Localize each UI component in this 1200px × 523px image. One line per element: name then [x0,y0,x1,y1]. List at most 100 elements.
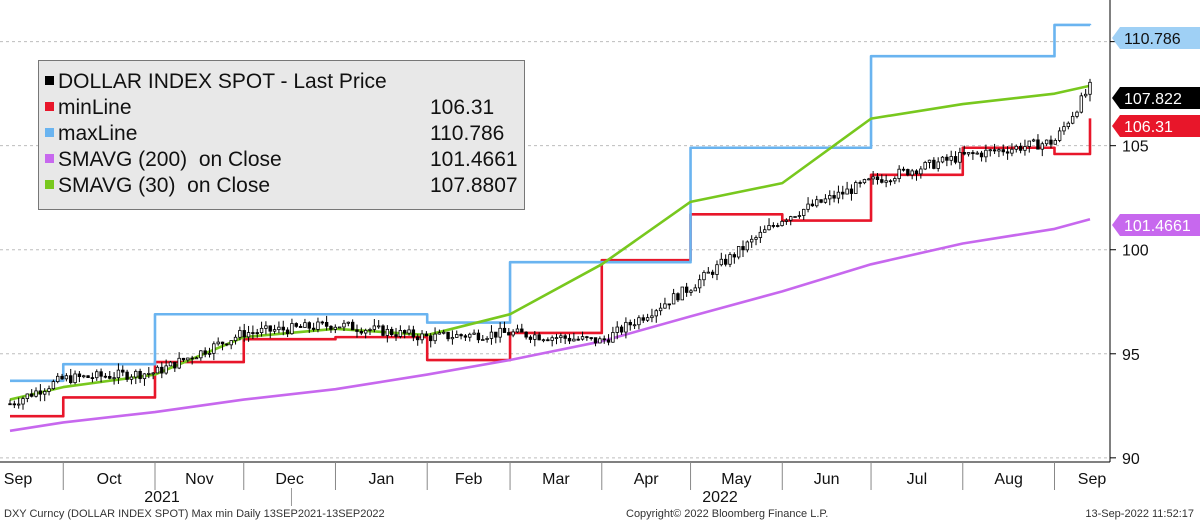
candle-body [294,323,298,327]
candle-body [194,357,199,360]
candle-body [524,331,528,338]
candle-body [1083,93,1088,97]
candle-body [229,340,233,346]
candle-body [975,152,979,155]
candle-body [207,352,212,355]
legend-label: maxLine [58,122,138,145]
candle-body [25,393,30,399]
candle-body [51,381,56,390]
candle-body [776,225,780,227]
candle-body [442,331,446,334]
candle-body [368,329,372,331]
candle-body [936,161,940,169]
candle-body [511,331,515,336]
candle-body [862,179,867,184]
legend-swatch-minline [45,101,54,111]
candle-body [927,159,932,163]
candle-body [350,321,355,331]
candle-body [637,317,641,326]
candle-body [103,375,108,378]
candle-body [810,203,815,207]
candle-body [940,156,945,163]
candle-body [762,229,767,233]
month-label: Mar [542,471,570,488]
candle-body [238,330,242,338]
candle-body [290,323,294,335]
legend-swatch-sma200 [45,153,54,163]
candle-body [819,199,823,203]
candle-body [554,337,559,340]
candle-body [580,336,585,340]
candle-body [259,327,264,334]
candle-body [507,332,511,336]
candle-body [1070,115,1075,124]
candle-body [758,231,763,238]
candle-body [667,303,671,306]
candle-body [932,159,936,169]
candle-body [73,373,77,384]
candle-body [121,369,125,373]
candle-body [285,329,290,335]
candle-body [997,149,1001,152]
candle-body [147,372,151,375]
candle-body [242,330,246,338]
value-tag-label: 107.822 [1124,91,1182,108]
value-tag-max [1112,27,1200,49]
candle-body [880,179,884,183]
candle-body [429,335,433,342]
legend-swatch-maxline [45,127,54,137]
candle-body [793,216,797,218]
candle-body [1057,130,1062,141]
candle-body [984,149,988,158]
candle-body [789,216,793,221]
candle-body [29,393,34,397]
candlesticks [8,78,1092,410]
candle-body [871,176,875,180]
candle-body [867,178,871,181]
candle-body [116,369,121,379]
candle-body [164,365,168,374]
value-tags: 110.786 107.822 106.31 101.4661 [1112,27,1200,236]
candle-body [212,343,216,354]
candle-body [654,310,658,317]
candle-body [684,286,689,293]
candle-body [1005,151,1010,154]
candle-body [671,293,676,305]
candle-body [1014,145,1018,150]
candle-body [893,178,897,182]
candle-body [971,152,975,155]
candle-body [1049,139,1053,145]
candle-body [849,188,854,194]
candle-body [606,339,611,343]
candle-body [546,339,550,342]
candle-body [901,168,906,171]
candle-body [619,326,624,333]
candle-body [34,390,38,397]
candle-body [303,322,307,328]
candle-body [559,335,563,339]
candle-body [86,375,90,378]
candle-body [38,390,43,395]
candle-body [563,335,567,339]
candle-body [337,326,342,329]
candle-body [481,339,485,341]
candle-body [585,336,589,339]
legend-swatch-price [45,75,54,85]
candle-body [528,336,533,340]
candle-body [897,168,901,179]
candle-body [1031,139,1036,142]
candle-body [446,331,450,340]
candle-body [160,366,164,374]
candle-body [992,149,997,152]
candle-body [1036,139,1040,150]
legend-row-minline: minLine 106.31 [45,95,494,121]
y-tick-label: 90 [1122,451,1140,468]
candle-body [199,350,203,359]
candle-body [702,272,706,281]
candle-body [168,361,173,367]
candle-body [472,332,476,335]
candle-body [806,203,810,210]
candle-body [533,334,537,340]
candle-body [272,329,277,332]
candle-body [541,339,546,342]
